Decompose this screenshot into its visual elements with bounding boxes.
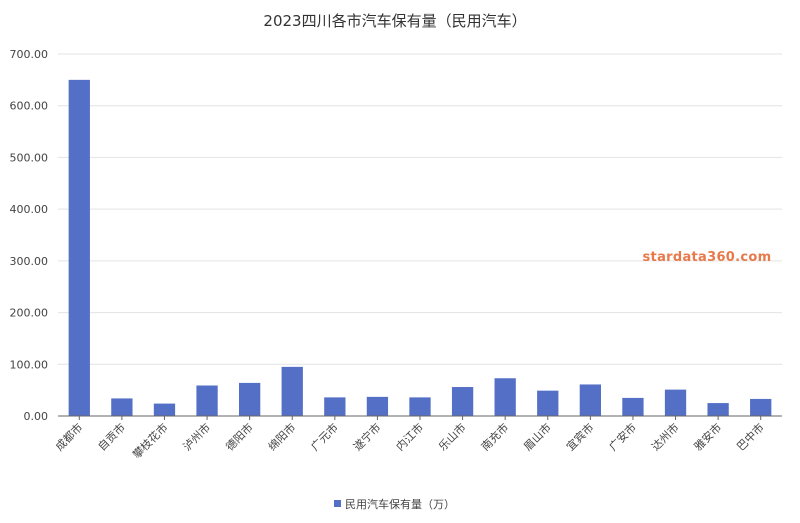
x-tick-label: 雅安市 (691, 420, 724, 453)
bar-泸州市 (196, 385, 218, 416)
bar-德阳市 (239, 382, 261, 416)
bar-攀枝花市 (153, 403, 176, 416)
bar-眉山市 (537, 390, 559, 416)
x-tick-label: 绵阳市 (265, 420, 298, 453)
x-tick-label: 广安市 (606, 420, 639, 453)
legend-label: 民用汽车保有量（万） (345, 497, 455, 511)
x-tick-label: 德阳市 (223, 420, 256, 453)
bar-成都市 (68, 79, 90, 416)
legend-swatch (334, 500, 341, 507)
y-tick-label: 300.00 (10, 255, 49, 268)
bar-内江市 (409, 397, 431, 416)
x-tick-label: 成都市 (52, 420, 85, 453)
y-tick-label: 600.00 (10, 100, 49, 113)
bar-雅安市 (707, 403, 729, 416)
bar-广安市 (622, 397, 644, 416)
y-tick-label: 200.00 (10, 307, 49, 320)
bar-达州市 (664, 389, 687, 416)
y-axis-ticks: 0.00 100.00 200.00 300.00 400.00 500.00 600.00… (10, 48, 49, 423)
x-tick-label: 广元市 (308, 420, 341, 453)
bar-自贡市 (111, 398, 133, 416)
x-tick-label: 自贡市 (95, 420, 128, 453)
bar-宜宾市 (579, 384, 601, 416)
x-tick-label: 内江市 (393, 420, 426, 453)
gridlines (58, 53, 782, 365)
x-tick-label: 泸州市 (180, 420, 213, 453)
x-tick-label: 乐山市 (435, 420, 468, 453)
x-axis-ticks: 成都市 自贡市 攀枝花市 泸州市 德阳市 绵阳市 广元市 遂宁市 内江市 乐山市 南充市 眉山市 宜宾市… (52, 416, 767, 461)
x-tick-label: 遂宁市 (350, 420, 383, 453)
y-tick-label: 500.00 (10, 151, 49, 164)
x-tick-label: 眉山市 (521, 420, 554, 453)
x-tick-label: 宜宾市 (563, 420, 596, 453)
y-tick-label: 0.00 (24, 410, 49, 423)
y-tick-label: 700.00 (10, 48, 49, 61)
x-tick-label: 攀枝花市 (130, 420, 171, 461)
y-tick-label: 400.00 (10, 203, 49, 216)
x-tick-label: 巴中市 (734, 420, 767, 453)
y-tick-label: 100.00 (10, 358, 49, 371)
bar-乐山市 (451, 387, 474, 416)
bar-遂宁市 (366, 396, 389, 416)
x-tick-label: 南充市 (478, 420, 511, 453)
chart-title: 2023四川各市汽车保有量（民用汽车） (263, 12, 526, 30)
bar-巴中市 (750, 398, 772, 416)
bar-南充市 (494, 378, 516, 416)
watermark: stardata360.com (643, 250, 772, 265)
bars (68, 79, 772, 416)
bar-广元市 (324, 397, 346, 416)
legend: 民用汽车保有量（万） (334, 497, 455, 511)
bar-绵阳市 (281, 366, 303, 416)
x-tick-label: 达州市 (648, 420, 681, 453)
